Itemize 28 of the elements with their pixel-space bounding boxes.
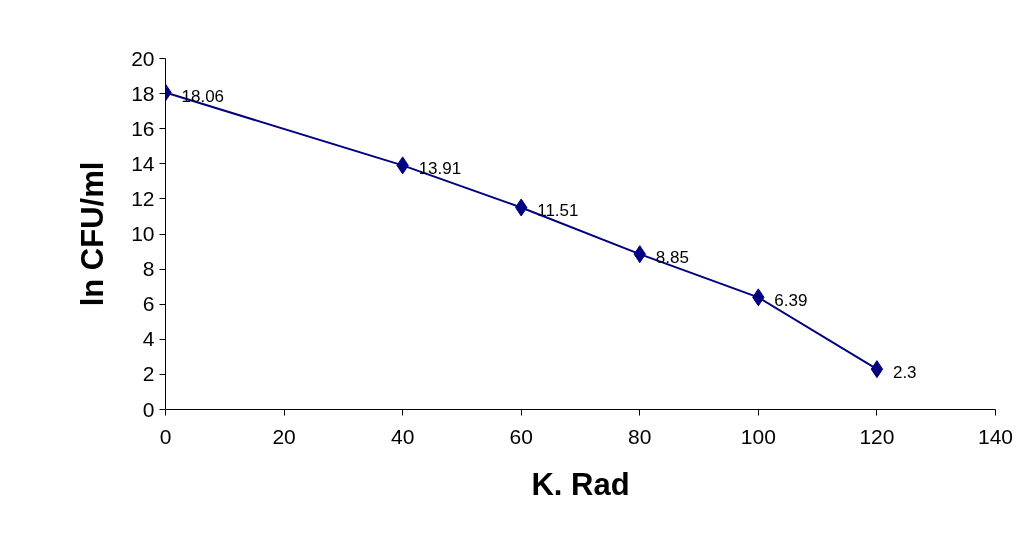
y-tick-label: 14 [131,151,155,175]
x-tick-label: 40 [390,424,415,448]
y-tick-label: 18 [131,81,155,105]
data-label: 11.51 [537,201,579,221]
data-label: 2.3 [892,363,917,383]
x-tick-label: 0 [159,424,172,448]
x-axis-title: K. Rad [531,466,630,502]
data-label: 18.06 [181,86,225,106]
y-tick-label: 0 [142,397,155,421]
y-axis-title: ln CFU/ml [75,161,111,307]
data-label: 8.85 [655,248,689,268]
y-tick-label: 4 [142,327,155,351]
x-tick-label: 100 [740,424,776,448]
data-label: 13.91 [418,159,462,179]
x-tick-label: 60 [509,424,533,448]
y-tick-label: 12 [131,186,155,210]
y-tick-label: 8 [142,257,155,281]
x-tick-label: 20 [272,424,296,448]
x-tick-label: 120 [859,424,895,448]
y-tick-label: 10 [131,222,155,245]
x-tick-label: 80 [628,424,652,448]
x-tick-label: 140 [977,424,1014,448]
y-tick-label: 2 [142,362,155,386]
point [870,360,884,379]
y-tick-label: 6 [142,292,155,316]
y-tick-label: 20 [131,46,155,70]
data-label: 6.39 [774,291,808,311]
y-tick-label: 16 [131,116,155,140]
